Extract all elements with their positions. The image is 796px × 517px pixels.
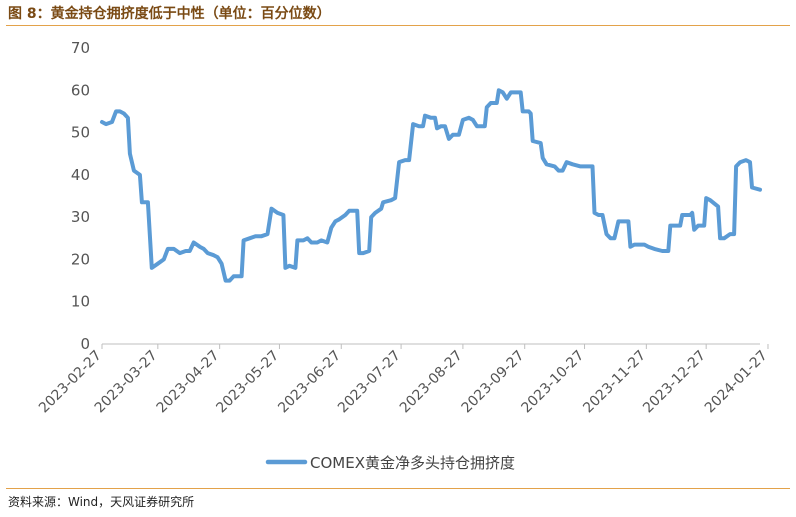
x-tick-label: 2023-07-27: [335, 348, 404, 417]
x-tick-label: 2023-11-27: [580, 348, 649, 417]
y-tick-label: 10: [71, 293, 90, 311]
legend-label: COMEX黄金净多头持仓拥挤度: [310, 454, 515, 472]
x-tick-label: 2023-06-27: [275, 348, 344, 417]
x-tick-label: 2024-01-27: [702, 348, 771, 417]
chart-title: 图 8：黄金持仓拥挤度低于中性（单位：百分位数）: [8, 6, 331, 22]
y-tick-label: 30: [71, 208, 90, 226]
x-tick-label: 2023-10-27: [519, 348, 588, 417]
series-line: [100, 88, 762, 283]
plot-area: [100, 88, 762, 283]
x-tick-label: 2023-05-27: [213, 348, 282, 417]
x-tick-label: 2023-08-27: [397, 348, 466, 417]
x-tick-label: 2023-04-27: [154, 348, 223, 417]
y-tick-label: 0: [80, 335, 90, 353]
source-note: 资料来源：Wind，天风证券研究所: [8, 495, 195, 509]
y-tick-label: 70: [71, 39, 90, 57]
y-tick-label: 40: [71, 166, 90, 184]
x-tick-label: 2023-09-27: [459, 348, 528, 417]
bottom-rule: [6, 488, 790, 489]
y-axis: 0 10 20 30 40 50 60 70: [71, 39, 90, 353]
y-tick-label: 20: [71, 250, 90, 268]
top-rule: [6, 25, 790, 26]
y-tick-label: 60: [71, 81, 90, 99]
legend: COMEX黄金净多头持仓拥挤度: [265, 454, 515, 472]
x-axis: 2023-02-272023-03-272023-04-272023-05-27…: [36, 343, 771, 417]
y-tick-label: 50: [71, 124, 90, 142]
x-tick-label: 2023-12-27: [640, 348, 709, 417]
